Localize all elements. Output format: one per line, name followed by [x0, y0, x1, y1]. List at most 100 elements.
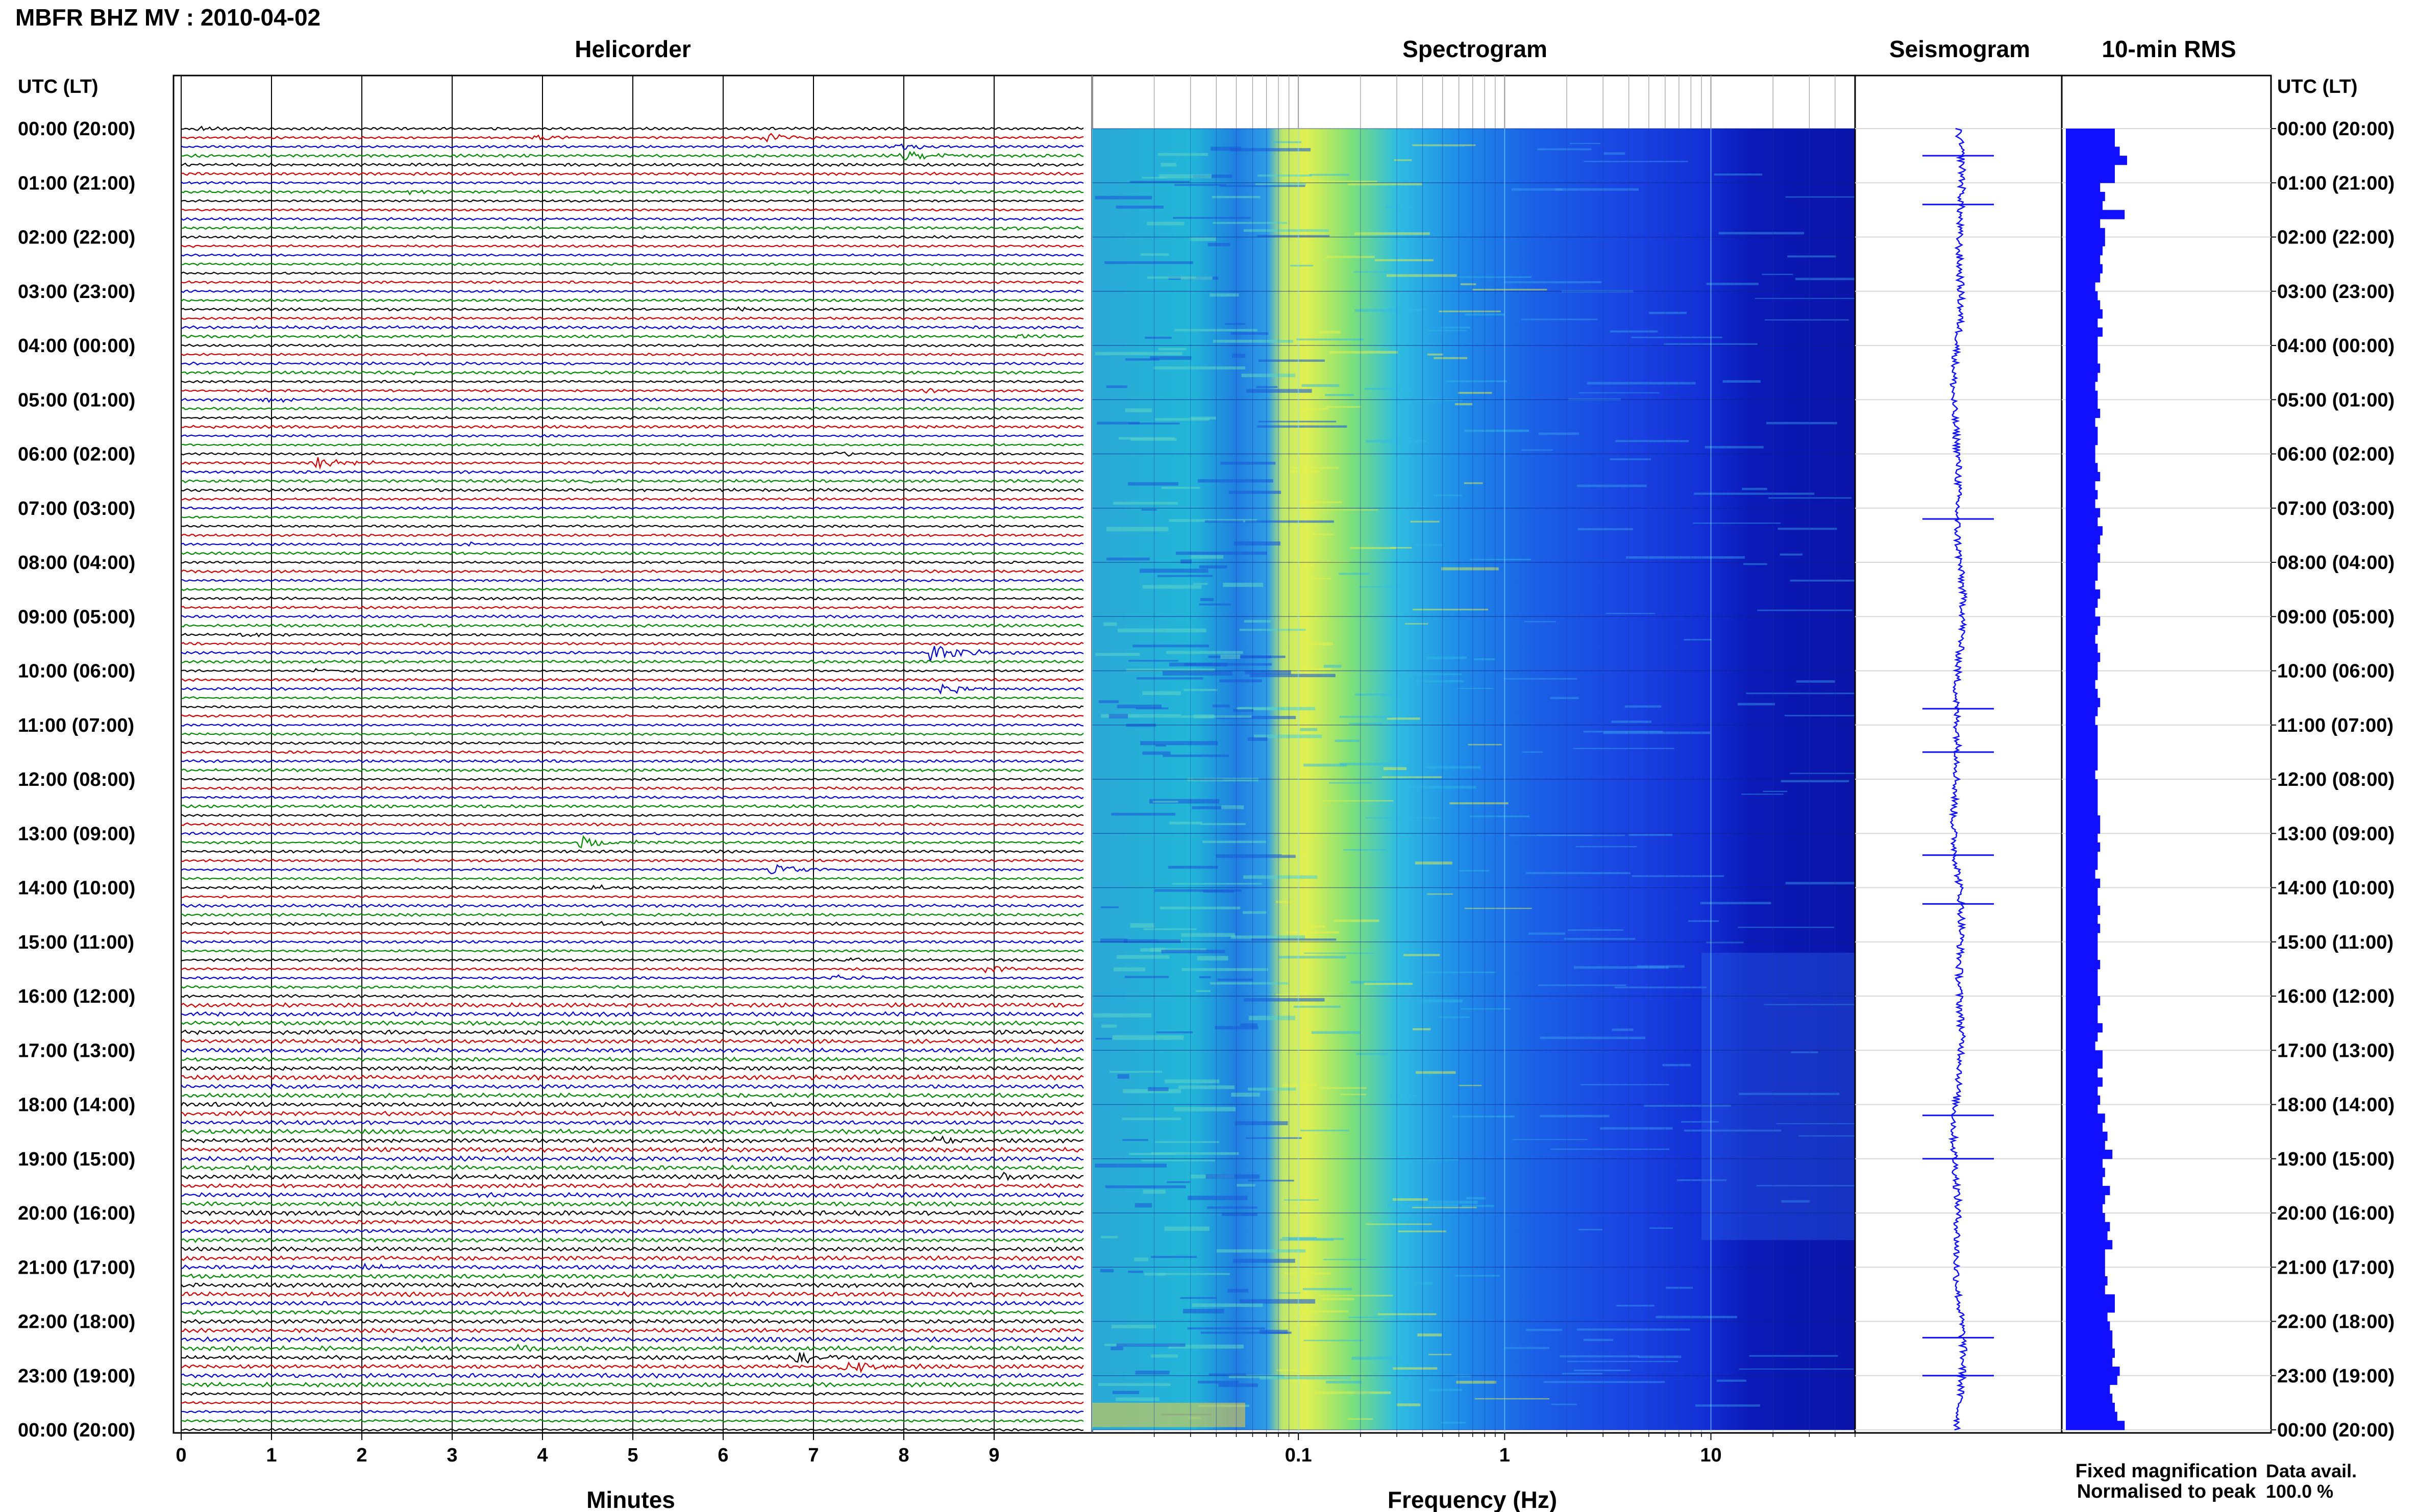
spectrogram-streak — [1273, 141, 1302, 143]
rms-bar — [2066, 427, 2098, 436]
spectrogram-streak — [1168, 1344, 1244, 1349]
spectrogram-streak — [1568, 929, 1623, 931]
hour-label-left: 22:00 (18:00) — [18, 1311, 135, 1333]
spectrogram-streak — [1141, 253, 1169, 256]
spectrogram-streak — [1282, 1084, 1317, 1087]
spectrogram-streak — [1134, 1257, 1148, 1261]
spectrogram-streak — [1184, 663, 1272, 666]
hour-label-right: 21:00 (17:00) — [2277, 1257, 2395, 1278]
helicorder-trace — [181, 1135, 1084, 1145]
rms-bar — [2066, 454, 2095, 463]
rms-bar — [2066, 797, 2098, 807]
helicorder-trace — [181, 931, 1084, 935]
spectrogram-streak — [1254, 734, 1322, 738]
spectrogram-streak — [1123, 1089, 1181, 1094]
hour-label-left: 03:00 (23:00) — [18, 281, 135, 303]
spectrogram-streak — [1401, 786, 1476, 789]
spectrogram-streak — [1181, 968, 1269, 971]
spectrogram-streak — [1230, 935, 1305, 939]
spectrogram-streak — [1213, 221, 1288, 224]
spectrogram-streak — [1791, 1051, 1818, 1053]
spectrogram-streak — [1132, 645, 1210, 648]
rms-bar — [2066, 472, 2101, 482]
spectrogram-streak — [1387, 717, 1420, 720]
helicorder-trace — [181, 199, 1084, 203]
spectrogram-streak — [1193, 583, 1208, 585]
spectrogram-streak — [1319, 1295, 1393, 1297]
spectrogram-streak — [1575, 846, 1637, 848]
rms-bar — [2066, 842, 2101, 852]
rms-bar — [2066, 924, 2101, 933]
spectrogram-streak — [1404, 623, 1428, 625]
spectrogram-streak — [1205, 1174, 1260, 1179]
spectrogram-streak — [1124, 976, 1169, 978]
spectrogram-streak — [1684, 639, 1712, 641]
helicorder-trace — [181, 1183, 1084, 1189]
helicorder-trace — [181, 831, 1084, 835]
spectrogram-streak — [1106, 385, 1127, 388]
helicorder-trace — [181, 151, 1084, 161]
spectrogram-patch — [1092, 1402, 1245, 1427]
spectrogram-streak — [1136, 677, 1203, 680]
rms-bar — [2066, 671, 2098, 680]
spectrogram-streak — [1237, 1184, 1255, 1187]
spectrogram-patch — [1701, 953, 1855, 1241]
spectrogram-streak — [1161, 163, 1176, 167]
helicorder-trace — [181, 1047, 1084, 1054]
spectrogram-streak — [1509, 834, 1625, 836]
helicorder-trace — [181, 1336, 1084, 1343]
spectrogram-streak — [1157, 153, 1208, 156]
spectrogram-streak — [1466, 1197, 1486, 1200]
rms-bar — [2066, 571, 2098, 581]
rms-bar — [2066, 1122, 2103, 1132]
spectrogram-streak — [1461, 1008, 1511, 1010]
spectrogram-streak — [1243, 875, 1318, 879]
spectrogram-streak — [1452, 1116, 1515, 1118]
spectrogram-streak — [1287, 931, 1340, 934]
spectrogram-streak — [1550, 697, 1579, 700]
rms-bar — [2066, 951, 2098, 960]
spectrogram-streak — [1688, 920, 1719, 922]
spectrogram-streak — [1325, 394, 1354, 396]
rms-bar — [2066, 941, 2098, 951]
spectrogram-streak — [1328, 782, 1372, 784]
rms-bar — [2066, 436, 2098, 445]
rms-bar — [2066, 607, 2095, 617]
spectrogram-streak — [1200, 1331, 1292, 1334]
spectrogram-streak — [1153, 366, 1246, 369]
spectrogram-streak — [1706, 941, 1744, 944]
spectrogram-streak — [1513, 1139, 1588, 1141]
spectrogram-streak — [1684, 1129, 1782, 1132]
spectrogram-streak — [1199, 603, 1231, 606]
rms-bar — [2066, 1339, 2113, 1349]
spectrogram-streak — [1396, 673, 1462, 675]
spectrogram-streak — [1105, 1185, 1186, 1188]
rms-bar — [2066, 300, 2101, 310]
spectrogram-streak — [1311, 533, 1335, 535]
spectrogram-streak — [1637, 965, 1685, 968]
spectrogram-streak — [1462, 1205, 1494, 1207]
helicorder-trace — [181, 306, 1084, 312]
spectrogram-streak — [1318, 1087, 1367, 1089]
rms-bar — [2066, 1222, 2110, 1231]
rms-title: 10-min RMS — [2102, 36, 2236, 62]
spectrogram-streak — [1257, 175, 1312, 177]
helicorder-trace — [181, 1065, 1084, 1072]
spectrogram-streak — [1167, 1181, 1190, 1183]
spectrogram-streak — [1511, 188, 1563, 191]
spectrogram-streak — [1281, 853, 1306, 856]
helicorder-trace — [181, 560, 1084, 564]
spectrogram-streak — [1196, 990, 1211, 993]
spectrogram-streak — [1154, 889, 1242, 892]
spectrogram-streak — [1393, 1198, 1428, 1201]
spectrogram-streak — [1784, 714, 1855, 716]
spectrogram-streak — [1386, 274, 1457, 277]
helicorder-trace — [181, 1120, 1084, 1126]
helicorder-trace — [181, 133, 1084, 143]
spectrogram-streak — [1681, 1121, 1719, 1123]
rms-bar — [2066, 779, 2098, 789]
spectrogram-streak — [1117, 955, 1170, 959]
helicorder-trace — [181, 298, 1084, 303]
hour-label-right: 02:00 (22:00) — [2277, 227, 2395, 249]
spectrogram-streak — [1106, 527, 1169, 532]
